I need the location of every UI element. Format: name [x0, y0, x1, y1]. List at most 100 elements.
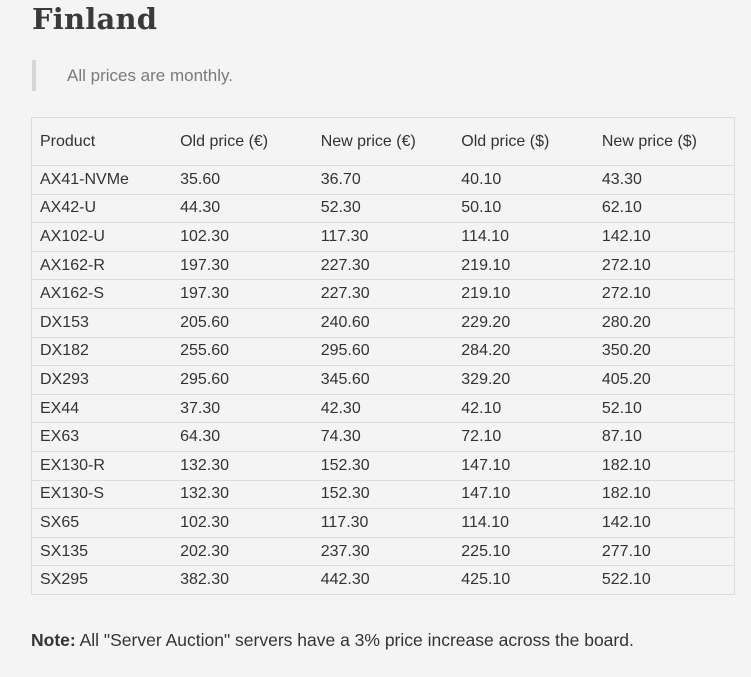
cell-old-price-eur: 205.60 — [172, 307, 313, 338]
table-row: DX293 295.60 345.60 329.20 405.20 — [31, 365, 735, 395]
cell-old-price-usd: 219.10 — [453, 250, 594, 280]
cell-product: DX182 — [31, 336, 173, 366]
cell-old-price-usd: 219.10 — [453, 279, 594, 309]
cell-new-price-usd: 350.20 — [593, 336, 735, 366]
price-table-body: AX41-NVMe 35.60 36.70 40.10 43.30 AX42-U 44.30… — [31, 165, 735, 595]
cell-old-price-usd: 72.10 — [453, 422, 594, 452]
cell-new-price-eur: 227.30 — [312, 279, 454, 309]
cell-new-price-usd: 405.20 — [593, 365, 735, 395]
table-row: AX162-S 197.30 227.30 219.10 272.10 — [31, 279, 735, 309]
cell-new-price-usd: 62.10 — [593, 193, 735, 223]
cell-new-price-eur: 42.30 — [312, 393, 454, 423]
table-row: AX41-NVMe 35.60 36.70 40.10 43.30 — [31, 165, 735, 195]
cell-new-price-usd: 280.20 — [593, 307, 735, 338]
price-table-header: Product Old price (€) New price (€) Old … — [31, 117, 735, 166]
cell-new-price-usd: 142.10 — [593, 222, 735, 252]
cell-product: AX162-S — [31, 279, 173, 309]
cell-new-price-usd: 182.10 — [593, 479, 735, 509]
monthly-prices-notice: All prices are monthly. — [32, 60, 233, 91]
cell-new-price-eur: 295.60 — [312, 336, 454, 366]
cell-new-price-eur: 117.30 — [312, 222, 454, 252]
table-row: AX102-U 102.30 117.30 114.10 142.10 — [31, 222, 735, 252]
cell-product: EX130-S — [31, 479, 173, 509]
cell-new-price-usd: 43.30 — [593, 165, 735, 195]
table-row: AX42-U 44.30 52.30 50.10 62.10 — [31, 193, 735, 223]
cell-new-price-eur: 152.30 — [312, 479, 454, 509]
cell-product: EX63 — [31, 422, 173, 452]
table-row: EX130-S 132.30 152.30 147.10 182.10 — [31, 479, 735, 509]
cell-old-price-eur: 197.30 — [172, 279, 313, 309]
cell-new-price-eur: 152.30 — [312, 450, 454, 481]
cell-new-price-usd: 522.10 — [593, 565, 735, 595]
cell-new-price-usd: 142.10 — [593, 508, 735, 538]
cell-old-price-usd: 147.10 — [453, 450, 594, 481]
header-old-price-eur: Old price (€) — [172, 117, 313, 166]
cell-old-price-eur: 35.60 — [172, 165, 313, 195]
cell-product: DX153 — [31, 307, 173, 338]
table-row: EX44 37.30 42.30 42.10 52.10 — [31, 393, 735, 423]
cell-new-price-usd: 52.10 — [593, 393, 735, 423]
cell-product: AX162-R — [31, 250, 173, 280]
cell-new-price-eur: 52.30 — [312, 193, 454, 223]
cell-old-price-eur: 295.60 — [172, 365, 313, 395]
table-row: AX162-R 197.30 227.30 219.10 272.10 — [31, 250, 735, 280]
cell-new-price-usd: 272.10 — [593, 250, 735, 280]
cell-old-price-eur: 197.30 — [172, 250, 313, 280]
cell-old-price-usd: 229.20 — [453, 307, 594, 338]
cell-product: SX135 — [31, 536, 173, 566]
notice-text: All prices are monthly. — [67, 66, 233, 85]
cell-old-price-eur: 132.30 — [172, 450, 313, 481]
cell-old-price-usd: 114.10 — [453, 508, 594, 538]
note-text: All "Server Auction" servers have a 3% p… — [75, 630, 634, 650]
cell-new-price-usd: 182.10 — [593, 450, 735, 481]
page-heading: Finland — [32, 2, 158, 36]
cell-old-price-eur: 382.30 — [172, 565, 313, 595]
cell-product: EX130-R — [31, 450, 173, 481]
cell-old-price-eur: 64.30 — [172, 422, 313, 452]
cell-new-price-usd: 272.10 — [593, 279, 735, 309]
table-row: DX182 255.60 295.60 284.20 350.20 — [31, 336, 735, 366]
cell-new-price-eur: 345.60 — [312, 365, 454, 395]
header-new-price-eur: New price (€) — [312, 117, 454, 166]
table-row: SX65 102.30 117.30 114.10 142.10 — [31, 508, 735, 538]
table-row: SX135 202.30 237.30 225.10 277.10 — [31, 536, 735, 566]
cell-old-price-eur: 132.30 — [172, 479, 313, 509]
cell-new-price-eur: 240.60 — [312, 307, 454, 338]
cell-new-price-usd: 277.10 — [593, 536, 735, 566]
cell-product: AX42-U — [31, 193, 173, 223]
table-row: DX153 205.60 240.60 229.20 280.20 — [31, 307, 735, 338]
cell-new-price-eur: 227.30 — [312, 250, 454, 280]
cell-old-price-usd: 284.20 — [453, 336, 594, 366]
cell-product: AX41-NVMe — [31, 165, 173, 195]
cell-old-price-usd: 50.10 — [453, 193, 594, 223]
cell-old-price-usd: 40.10 — [453, 165, 594, 195]
cell-old-price-usd: 329.20 — [453, 365, 594, 395]
cell-old-price-usd: 114.10 — [453, 222, 594, 252]
cell-new-price-usd: 87.10 — [593, 422, 735, 452]
table-row: EX63 64.30 74.30 72.10 87.10 — [31, 422, 735, 452]
cell-product: SX295 — [31, 565, 173, 595]
price-table: Product Old price (€) New price (€) Old … — [31, 117, 735, 595]
cell-new-price-eur: 237.30 — [312, 536, 454, 566]
price-table-container: Product Old price (€) New price (€) Old … — [31, 117, 735, 595]
cell-product: DX293 — [31, 365, 173, 395]
header-row: Product Old price (€) New price (€) Old … — [31, 117, 735, 166]
cell-old-price-eur: 102.30 — [172, 508, 313, 538]
cell-old-price-eur: 44.30 — [172, 193, 313, 223]
cell-old-price-eur: 37.30 — [172, 393, 313, 423]
cell-old-price-usd: 225.10 — [453, 536, 594, 566]
cell-new-price-eur: 36.70 — [312, 165, 454, 195]
cell-old-price-usd: 425.10 — [453, 565, 594, 595]
cell-new-price-eur: 442.30 — [312, 565, 454, 595]
note-label: Note: — [31, 630, 76, 650]
cell-new-price-eur: 74.30 — [312, 422, 454, 452]
cell-new-price-eur: 117.30 — [312, 508, 454, 538]
header-new-price-usd: New price ($) — [593, 117, 735, 166]
header-product: Product — [31, 117, 173, 166]
cell-old-price-eur: 255.60 — [172, 336, 313, 366]
header-old-price-usd: Old price ($) — [453, 117, 594, 166]
cell-old-price-usd: 147.10 — [453, 479, 594, 509]
cell-product: EX44 — [31, 393, 173, 423]
cell-old-price-usd: 42.10 — [453, 393, 594, 423]
table-row: EX130-R 132.30 152.30 147.10 182.10 — [31, 450, 735, 481]
